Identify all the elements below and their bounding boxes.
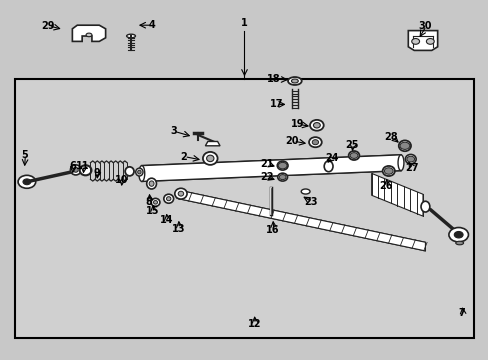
Polygon shape [178,190,425,251]
Circle shape [349,153,357,158]
Ellipse shape [309,120,323,131]
Ellipse shape [348,151,359,160]
Ellipse shape [382,166,394,176]
Text: 1: 1 [241,18,247,28]
Polygon shape [142,155,400,181]
Polygon shape [371,174,422,216]
Text: 3: 3 [170,126,177,136]
Circle shape [453,231,462,238]
Text: 17: 17 [269,99,283,109]
Ellipse shape [313,123,320,128]
Bar [15,79,473,338]
Text: 14: 14 [159,215,173,225]
Text: 2: 2 [180,152,186,162]
Text: 13: 13 [171,224,185,234]
Polygon shape [72,25,105,41]
Ellipse shape [125,167,134,176]
Ellipse shape [151,198,160,206]
Ellipse shape [455,241,463,245]
Ellipse shape [203,152,217,165]
Ellipse shape [126,34,135,38]
Ellipse shape [149,181,154,186]
Ellipse shape [397,155,403,171]
Ellipse shape [153,201,157,204]
Text: 6: 6 [69,161,76,171]
Ellipse shape [308,137,321,147]
Ellipse shape [166,197,171,201]
Ellipse shape [301,189,309,194]
Ellipse shape [146,178,156,189]
Text: 20: 20 [285,136,299,146]
Text: 23: 23 [303,197,317,207]
Text: 27: 27 [404,163,418,174]
Ellipse shape [398,140,410,151]
Polygon shape [407,31,437,50]
Text: 10: 10 [114,175,128,185]
Ellipse shape [175,188,186,199]
Ellipse shape [138,170,141,174]
Ellipse shape [73,168,78,172]
Ellipse shape [139,166,144,181]
Text: 12: 12 [247,319,261,329]
Text: 5: 5 [21,150,28,160]
Text: 28: 28 [384,132,397,142]
Circle shape [399,142,409,149]
Text: 7: 7 [458,308,465,318]
Circle shape [279,175,285,180]
Polygon shape [205,141,220,146]
Text: 8: 8 [145,197,152,207]
Ellipse shape [324,161,332,172]
Text: 16: 16 [265,225,279,235]
Circle shape [18,175,36,188]
Text: 21: 21 [259,159,273,169]
Text: 11: 11 [76,161,90,171]
Circle shape [278,162,286,169]
Ellipse shape [287,77,301,85]
Ellipse shape [277,161,287,170]
Ellipse shape [312,140,318,145]
Ellipse shape [291,79,298,83]
Text: 25: 25 [345,140,358,150]
Ellipse shape [70,165,81,175]
Text: 4: 4 [148,20,155,30]
Circle shape [384,168,392,174]
Ellipse shape [163,194,173,203]
Circle shape [406,156,414,162]
Circle shape [426,39,433,44]
Circle shape [411,39,419,44]
Text: 29: 29 [41,21,55,31]
Circle shape [448,228,468,242]
Ellipse shape [86,33,92,37]
Text: 22: 22 [259,172,273,182]
Text: 15: 15 [145,206,159,216]
Ellipse shape [420,201,429,212]
Circle shape [23,179,31,185]
Ellipse shape [277,173,287,181]
Ellipse shape [178,191,183,196]
Text: 19: 19 [290,119,304,129]
Text: 24: 24 [324,153,338,163]
Ellipse shape [80,165,91,175]
Ellipse shape [405,154,415,164]
Ellipse shape [136,168,142,176]
Text: 30: 30 [418,21,431,31]
Text: 9: 9 [93,168,100,178]
Ellipse shape [206,155,214,162]
Text: 18: 18 [266,74,280,84]
Text: 26: 26 [379,181,392,192]
